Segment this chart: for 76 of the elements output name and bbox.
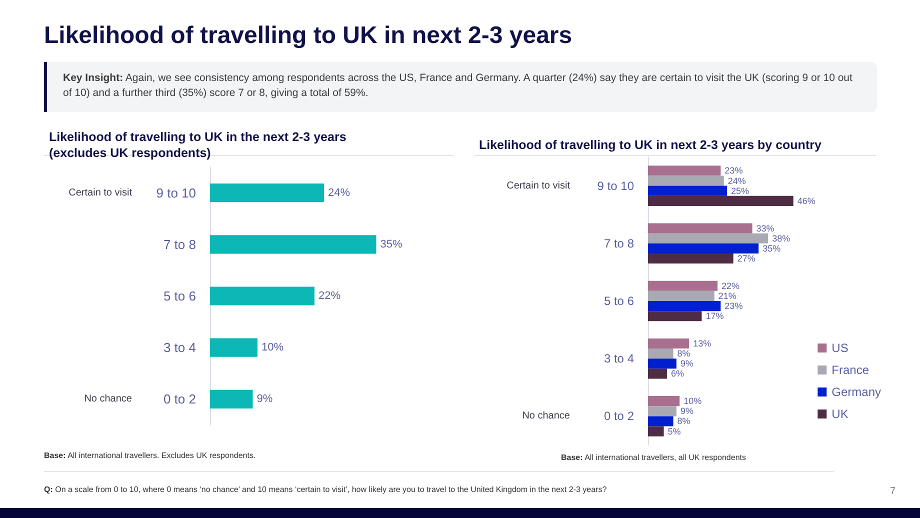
data-label: 6% (670, 368, 684, 379)
bar (648, 426, 664, 436)
bar (648, 223, 752, 234)
bar (648, 233, 768, 244)
legend-label: UK (832, 407, 848, 421)
text: Likelihood of travelling to UK in next 2-3 years (44, 22, 572, 50)
data-label: 27% (737, 254, 756, 264)
data-label: 46% (797, 196, 816, 206)
data-label: 21% (718, 290, 736, 301)
data-label: 23% (724, 301, 743, 312)
data-label: 8% (677, 348, 690, 359)
text: No chance (522, 410, 570, 422)
bar (648, 301, 721, 312)
y-tick-label: 9 to 10 (156, 185, 196, 200)
text: No chance (84, 394, 132, 405)
bar (648, 280, 718, 291)
y-tick-label: 3 to 4 (163, 340, 196, 356)
data-label: 38% (772, 233, 790, 244)
bar (210, 390, 253, 408)
data-label: 24% (328, 186, 350, 199)
bar (648, 396, 680, 406)
data-label: 35% (380, 238, 402, 250)
data-label: 9% (680, 406, 694, 416)
data-label: 22% (722, 280, 740, 291)
y-tick-label: 7 to 8 (163, 236, 196, 252)
y-tick-label: 9 to 10 (597, 178, 634, 193)
bar (648, 196, 794, 206)
bar (648, 338, 690, 349)
bar (210, 235, 376, 254)
bar (210, 286, 314, 306)
legend-label: France (832, 363, 870, 377)
y-tick-label: 0 to 2 (163, 392, 196, 407)
data-label: 13% (693, 338, 712, 348)
text: Base: All international travellers, all UK respondents (561, 453, 746, 462)
y-tick-label: 5 to 6 (163, 288, 196, 304)
bar (648, 253, 734, 264)
text: Certain to visit (506, 180, 570, 192)
bar (648, 348, 674, 359)
data-label: 23% (724, 166, 743, 176)
data-label: 9% (256, 393, 273, 406)
text: Certain to visit (68, 187, 132, 198)
legend-label: US (832, 341, 848, 355)
data-label: 22% (318, 290, 341, 302)
bar (648, 358, 676, 369)
bar (648, 416, 674, 426)
y-tick-label: 3 to 4 (604, 352, 634, 366)
bar (648, 290, 714, 301)
bar (648, 166, 721, 176)
chart-title: Likelihood of travelling to UK in the next 2-3 years (excludes UK respondents) (49, 130, 346, 160)
bar (648, 243, 759, 254)
data-label: 8% (677, 416, 690, 426)
text: 7 (890, 486, 896, 497)
bar (648, 406, 676, 416)
data-label: 5% (668, 426, 681, 436)
bar (648, 186, 727, 196)
data-label: 24% (728, 176, 746, 186)
chart-title: Likelihood of travelling to UK in next 2-3 years by country (479, 138, 822, 152)
data-label: 35% (762, 243, 781, 254)
data-label: 25% (731, 186, 750, 196)
data-label: 10% (684, 396, 702, 406)
text: Key Insight: Again, we see consistency among respondents across the US, France and Germany. A quarter (24%) say they are certain to visit the UK (scoring 9 or 10 out of 10) and a further third (35%) score 7 or 8, giving a total of 59%. (44, 62, 877, 112)
data-label: 9% (680, 358, 694, 369)
data-label: 33% (756, 223, 774, 234)
bar (210, 184, 324, 202)
data-label: 10% (262, 342, 284, 354)
text: Base: All international travellers. Excludes UK respondents. (44, 451, 256, 460)
bar (210, 338, 258, 357)
bar (648, 368, 667, 379)
data-label: 17% (706, 311, 724, 322)
bar (648, 176, 724, 186)
y-tick-label: 0 to 2 (604, 409, 634, 424)
y-tick-label: 5 to 6 (604, 294, 634, 308)
y-tick-label: 7 to 8 (604, 236, 634, 250)
bar (648, 311, 702, 322)
legend-label: Germany (832, 385, 882, 399)
text: Q: On a scale from 0 to 10, where 0 means ‘no chance’ and 10 means ‘certain to visit’, how likely are you to travel to the United Kingdom in the next 2-3 years? (44, 485, 607, 494)
